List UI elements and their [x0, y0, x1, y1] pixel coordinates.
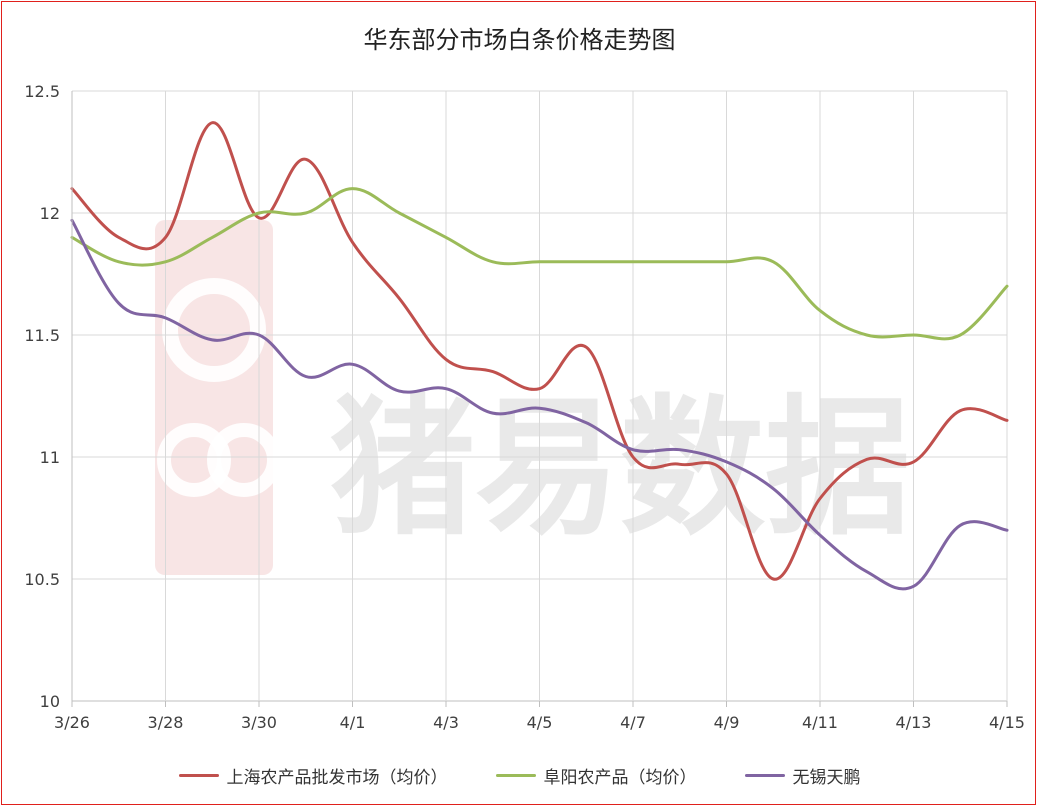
- x-tick-label: 4/15: [989, 713, 1025, 732]
- watermark-logo-ring: [157, 423, 231, 497]
- watermark: 猪易数据: [155, 220, 910, 575]
- x-tick-label: 4/3: [433, 713, 459, 732]
- legend-swatch: [178, 774, 219, 777]
- series-line-1: [70, 121, 1009, 581]
- legend-label: 无锡天鹏: [792, 768, 861, 788]
- y-tick-label: 10: [40, 692, 60, 711]
- legend-label: 阜阳农产品（均价）: [543, 768, 697, 788]
- x-tick-label: 3/28: [148, 713, 184, 732]
- y-tick-label: 11.5: [24, 326, 60, 345]
- x-tick-label: 4/5: [527, 713, 553, 732]
- legend-swatch: [495, 774, 536, 777]
- y-tick-label: 12.5: [24, 82, 60, 101]
- legend-label: 上海农产品批发市场（均价）: [226, 768, 448, 788]
- x-tick-label: 4/9: [714, 713, 740, 732]
- legend-item-3: 无锡天鹏: [744, 763, 861, 788]
- legend-item-1: 上海农产品批发市场（均价）: [178, 763, 448, 788]
- x-tick-label: 4/13: [896, 713, 932, 732]
- x-tick-label: 4/1: [340, 713, 366, 732]
- x-tick-label: 4/11: [802, 713, 838, 732]
- series-line-3: [70, 218, 1009, 591]
- series-line-2: [70, 187, 1009, 341]
- watermark-logo-ring: [162, 278, 266, 382]
- y-tick-label: 10.5: [24, 570, 60, 589]
- watermark-logo-box: [155, 220, 273, 575]
- legend-swatch: [744, 774, 785, 777]
- x-tick-label: 3/30: [241, 713, 277, 732]
- y-tick-label: 11: [40, 448, 60, 467]
- watermark-text: 猪易数据: [330, 382, 910, 556]
- x-tick-label: 3/26: [54, 713, 90, 732]
- chart-title: 华东部分市场白条价格走势图: [363, 26, 676, 54]
- legend-item-2: 阜阳农产品（均价）: [495, 763, 697, 788]
- x-tick-label: 4/7: [620, 713, 646, 732]
- legend: 上海农产品批发市场（均价） 阜阳农产品（均价） 无锡天鹏: [0, 763, 1039, 788]
- y-tick-label: 12: [40, 204, 60, 223]
- watermark-logo-ring: [207, 423, 281, 497]
